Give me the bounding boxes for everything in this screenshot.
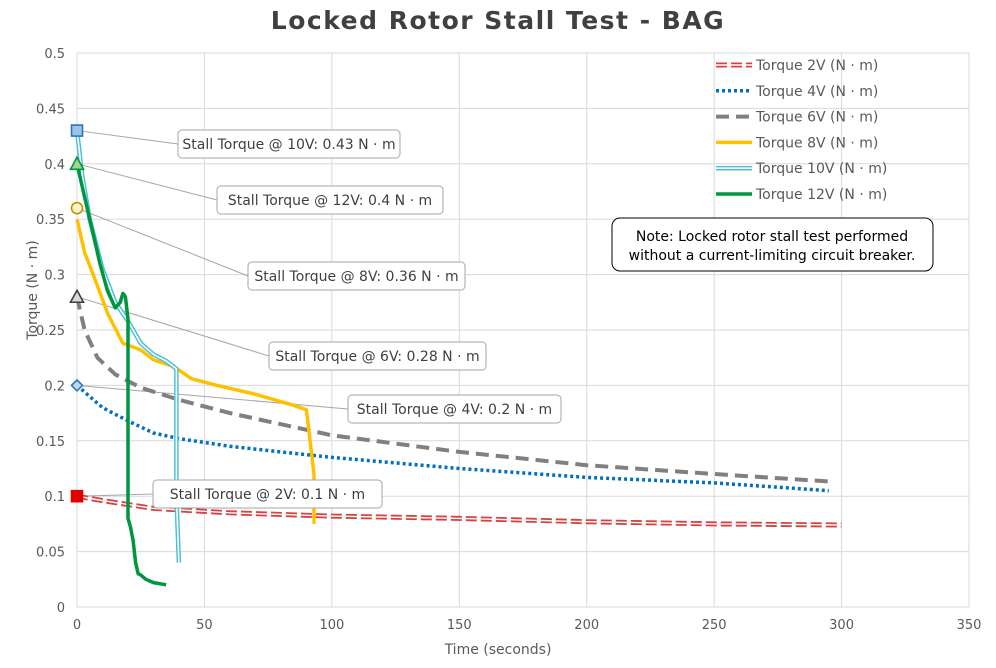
stall-markers [69, 124, 85, 503]
x-tick-label: 300 [829, 618, 854, 633]
legend-label: Torque 8V (N · m) [755, 135, 878, 151]
stall-marker-diamond [70, 378, 84, 393]
y-tick-label: 0.2 [44, 379, 65, 394]
callout-label: Stall Torque @ 10V: 0.43 N · m [182, 137, 395, 153]
callout-box [268, 341, 487, 371]
stall-marker-triangle [69, 288, 85, 304]
x-tick-label: 0 [73, 618, 81, 633]
callout-label: Stall Torque @ 12V: 0.4 N · m [228, 193, 432, 209]
x-tick-label: 250 [702, 618, 727, 633]
callout-label: Stall Torque @ 4V: 0.2 N · m [357, 402, 552, 418]
x-tick-label: 350 [957, 618, 982, 633]
y-tick-label: 0.3 [44, 269, 65, 284]
x-axis-ticks: 0 50 100 150 200 250 300 350 [73, 618, 982, 633]
callout-box [247, 261, 466, 291]
y-axis-ticks: 0 0.05 0.1 0.15 0.2 0.25 0.3 0.35 0.4 0.45 0.5 [36, 47, 65, 616]
series-path [75, 163, 167, 587]
callout-leader [76, 163, 218, 201]
legend-label: Torque 10V (N · m) [755, 161, 887, 177]
x-tick-label: 200 [574, 618, 599, 633]
callout-leader [76, 130, 179, 145]
callout-leader [76, 207, 249, 277]
stall-marker-triangle [69, 155, 85, 171]
callout-label: Stall Torque @ 2V: 0.1 N · m [170, 487, 365, 503]
callout-box [347, 394, 562, 424]
y-tick-label: 0.05 [36, 546, 65, 561]
legend-item: Torque 4V (N · m) [716, 84, 878, 100]
stall-callout: Stall Torque @ 10V: 0.43 N · m [177, 129, 401, 159]
stall-marker-circle [70, 201, 84, 215]
callout-box [216, 185, 444, 215]
stall-callouts: Stall Torque @ 10V: 0.43 N · m Stall Torq… [152, 129, 562, 509]
stall-callout: Stall Torque @ 2V: 0.1 N · m [152, 479, 383, 509]
legend-item: Torque 8V (N · m) [716, 135, 878, 151]
stall-callout: Stall Torque @ 12V: 0.4 N · m [216, 185, 444, 215]
y-axis-label: Torque (N · m) [25, 240, 41, 340]
stall-marker-square [70, 489, 84, 503]
legend-item: Torque 12V (N · m) [716, 187, 887, 203]
legend-item: Torque 10V (N · m) [716, 161, 887, 177]
y-tick-label: 0.5 [44, 47, 65, 62]
stall-callout: Stall Torque @ 8V: 0.36 N · m [247, 261, 466, 291]
legend-item: Torque 2V (N · m) [716, 58, 878, 74]
legend-label: Torque 6V (N · m) [755, 110, 878, 126]
x-tick-label: 50 [196, 618, 213, 633]
series-0-line [76, 493, 842, 528]
y-tick-label: 0.45 [36, 102, 65, 117]
note-box: Note: Locked rotor stall test performed w… [611, 217, 934, 272]
y-tick-label: 0.1 [44, 490, 65, 505]
chart-title: Locked Rotor Stall Test - BAG [271, 6, 725, 35]
series-path [76, 495, 842, 526]
stall-callout: Stall Torque @ 4V: 0.2 N · m [347, 394, 562, 424]
callout-leader-lines [76, 130, 349, 497]
x-tick-label: 100 [319, 618, 344, 633]
callout-label: Stall Torque @ 8V: 0.36 N · m [254, 269, 458, 285]
legend-label: Torque 2V (N · m) [755, 58, 878, 74]
series-path [75, 384, 829, 493]
series-2-line [75, 296, 835, 484]
legend-item: Torque 6V (N · m) [716, 110, 878, 126]
y-tick-label: 0.4 [44, 158, 65, 173]
y-tick-label: 0.35 [36, 213, 65, 228]
note-line: without a current-limiting circuit break… [629, 248, 916, 264]
x-tick-label: 150 [447, 618, 472, 633]
x-axis-label: Time (seconds) [444, 642, 552, 658]
stall-callout: Stall Torque @ 6V: 0.28 N · m [268, 341, 487, 371]
callout-box [177, 129, 401, 159]
callout-label: Stall Torque @ 6V: 0.28 N · m [275, 349, 479, 365]
note-line: Note: Locked rotor stall test performed [636, 229, 908, 245]
y-tick-label: 0 [57, 601, 65, 616]
legend-label: Torque 12V (N · m) [755, 187, 887, 203]
callout-box [152, 479, 383, 509]
series-5-line [75, 163, 167, 587]
note-frame [611, 217, 934, 272]
series-lines [74, 130, 842, 587]
series-1-line [75, 384, 829, 493]
callout-leader [76, 296, 270, 357]
callout-leader [76, 493, 154, 497]
legend-label: Torque 4V (N · m) [755, 84, 878, 100]
y-tick-label: 0.15 [36, 435, 65, 450]
legend: Torque 2V (N · m) Torque 4V (N · m) Torque… [716, 58, 887, 203]
stall-marker-square [70, 124, 84, 137]
callout-leader [76, 384, 349, 410]
series-path [75, 296, 835, 484]
y-tick-label: 0.25 [36, 324, 65, 339]
